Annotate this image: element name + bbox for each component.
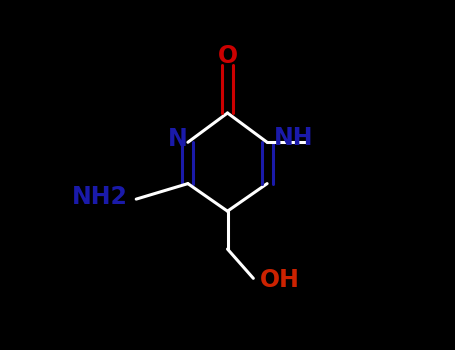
- Text: N: N: [168, 127, 187, 151]
- Text: NH: NH: [274, 126, 313, 150]
- Text: O: O: [217, 44, 238, 68]
- Text: OH: OH: [260, 268, 300, 292]
- Text: NH2: NH2: [72, 186, 127, 209]
